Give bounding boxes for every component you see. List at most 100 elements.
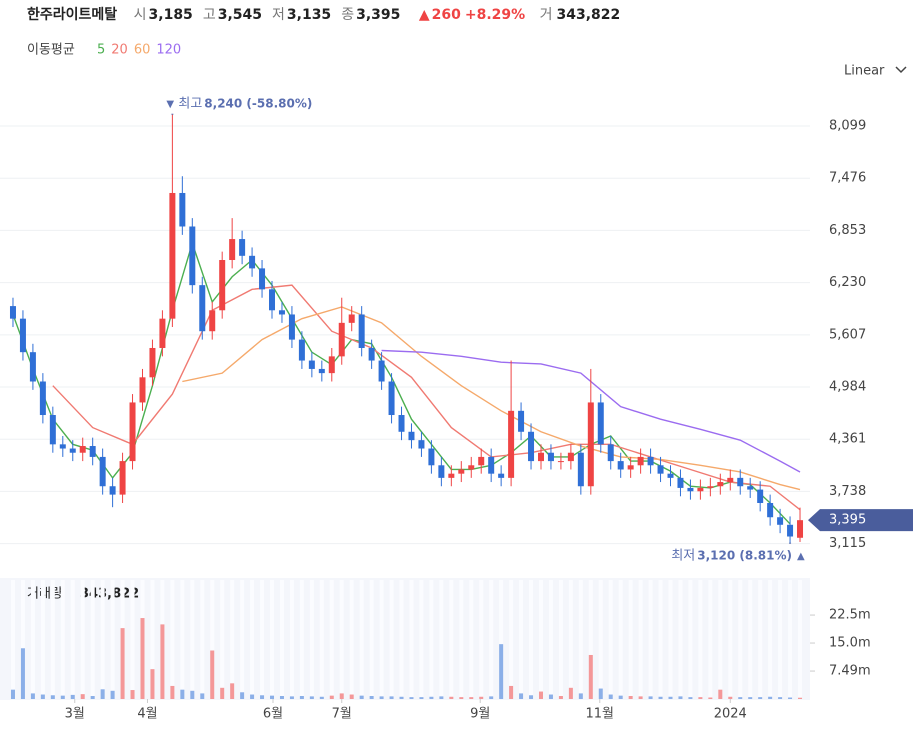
volume-bar [210,650,215,699]
volume-bar [389,696,394,699]
candle-body [229,239,236,261]
up-icon: ▲ [418,7,430,23]
volume-bar [279,696,284,699]
candle-body [209,310,216,332]
volume-bar [240,692,245,699]
max-label: 8,240 (-58.80%) [204,97,312,111]
x-tick-label: 7월 [332,707,352,722]
y-tick-label: 3,115 [829,536,866,551]
candle-body [747,486,754,490]
volume-bar [648,696,653,699]
candle-body [597,402,604,445]
candle-body [179,192,186,227]
item-value: 3,395 [356,7,401,23]
volume-bar [150,669,155,699]
item-label: 고 [202,7,216,23]
volume-bar [499,644,504,699]
candle-body [537,452,544,462]
volume-bar [568,687,573,699]
candle-body [338,322,345,357]
volume-bar [459,697,464,699]
candle-body [508,410,515,478]
candle-body [518,410,525,432]
x-tick-label: 6월 [263,707,283,722]
item-value: 3,185 [148,7,193,23]
candle-body [49,415,56,445]
candle-body [418,440,425,449]
volume-bar [339,693,344,699]
y-tick-label: 5,607 [829,327,866,342]
item-label: 저 [272,7,285,23]
volume-bar [399,696,404,699]
volume-bar [429,696,434,699]
volume-bar [220,687,225,699]
volume-bar [409,697,414,699]
volume-bar [319,696,324,699]
candle-body [697,487,704,492]
candle-body [79,446,86,453]
stock-name: 한주라이트메탈 [27,7,118,23]
volume-bar [608,694,613,699]
volume-bar [678,696,683,699]
candle-body [119,461,126,495]
candle-body [259,268,266,290]
x-tick-label: 9월 [470,707,490,722]
volume-bar [469,697,474,699]
volume-bar [230,683,235,699]
ma-line [12,240,791,525]
volume-title-value: 343,822 [80,587,139,602]
volume-bar [618,695,623,699]
candle-body [757,489,764,503]
max-icon: ▼ [166,99,174,110]
volume-bar [289,696,294,699]
min-label: 3,120 (8.81%) [697,549,792,563]
change: 260 [431,7,461,23]
candle-body [667,473,674,478]
volume-bar [698,697,703,699]
candle-body [99,456,106,487]
candle-body [199,285,206,332]
volume-bar [180,689,185,699]
volume-bar [100,689,105,699]
volume-tick-label: 22.5m [829,608,871,623]
ohlc: 시 3,185 고 3,545 저 3,135 종 3,395 [134,7,411,23]
volume-bar [718,689,723,699]
candle-body [348,314,355,323]
candle-body [169,192,176,319]
volume-bar [538,691,543,699]
volume-bar [10,689,15,699]
legend-entry: 60 [134,43,151,58]
scale-label[interactable]: Linear [844,64,885,79]
volume-bar [50,695,55,699]
volume-bar [270,695,275,699]
candle-body [577,452,584,487]
volume-bar [558,696,563,699]
chevron[interactable] [895,66,907,74]
item-label: 종 [341,7,355,23]
legend-entry: 120 [156,43,181,58]
candle-body [398,415,405,432]
volume-bar [359,695,364,699]
candle-body [617,461,624,470]
volume-bar [768,696,773,699]
header: 한주라이트메탈 시 3,185 고 3,545 저 3,135 종 3,395 ▲ 260 +8.… [27,4,624,24]
candle-body [717,482,724,487]
y-tick-label: 4,984 [829,380,866,395]
change-pct: +8.29% [464,7,526,23]
candle-body [149,347,156,378]
legend-entry: 20 [111,43,128,58]
ma-title: 이동평균 [27,43,75,58]
candle-body [139,377,146,403]
candle-body [647,456,654,466]
max-title: 최고 [178,97,202,112]
candle-body [767,502,774,518]
volume-bar [449,696,454,699]
volume-bar [439,696,444,699]
y-tick-label: 4,361 [829,432,866,447]
candle-body [318,368,325,374]
price-tag-label: 3,395 [829,513,866,528]
candle-body [677,477,684,488]
candle-body [39,381,46,416]
candle-body [777,517,784,525]
